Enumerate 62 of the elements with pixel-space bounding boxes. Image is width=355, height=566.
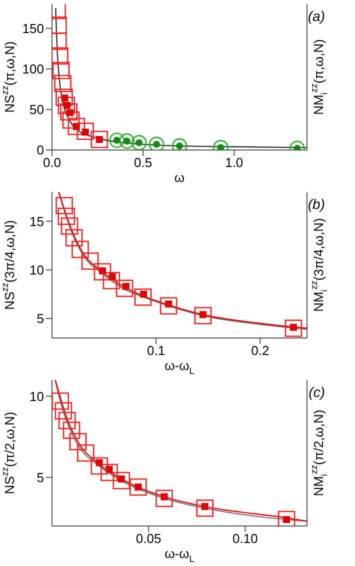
x-axis-title: ω-ω$_{L}$: [164, 546, 194, 564]
point: [90, 457, 108, 475]
point: [69, 432, 87, 450]
x-tick-label: 0.2: [251, 343, 270, 358]
point: [284, 320, 302, 337]
point: [112, 472, 130, 490]
y-tick-label: 50: [30, 102, 44, 118]
point: [58, 412, 76, 430]
point: [81, 252, 99, 270]
x-tick-label: 1.0: [225, 155, 244, 170]
y-tick-label: 0: [36, 142, 44, 158]
point: [156, 490, 173, 508]
point: [130, 478, 147, 496]
point: [62, 111, 80, 129]
point: [52, 47, 68, 65]
x-tick-label: 0.10: [232, 531, 258, 546]
point: [54, 74, 72, 92]
x-axis-title: ω: [174, 170, 185, 186]
point: [58, 96, 76, 114]
text: (a): [308, 8, 325, 24]
y-tick-label: 5: [36, 470, 44, 485]
y-tick-label: 150: [22, 20, 44, 36]
point: [131, 135, 147, 150]
point: [52, 62, 70, 80]
x-axis-title: ω-ω$_{L}$: [164, 358, 194, 376]
point: [194, 306, 212, 324]
point: [60, 217, 78, 235]
point: [68, 118, 86, 136]
x-tick-label: 0.05: [136, 531, 162, 546]
point: [76, 122, 94, 140]
y-tick-label: 10: [30, 262, 44, 278]
point: [116, 280, 134, 298]
y-tick-label: 10: [30, 388, 44, 404]
y-tick-label: 15: [30, 214, 44, 229]
point: [102, 272, 120, 290]
point: [52, 392, 69, 410]
point: [100, 464, 118, 482]
text: (b): [308, 196, 325, 212]
point: [76, 444, 94, 462]
point: [134, 288, 152, 306]
point: [160, 297, 178, 315]
point: [60, 103, 78, 121]
y-tick-label: 100: [22, 62, 44, 77]
x-tick-label: 0.1: [147, 343, 166, 358]
point: [54, 402, 72, 420]
y-tick-label: 5: [36, 311, 44, 326]
point: [65, 229, 83, 246]
point: [90, 130, 108, 148]
point: [72, 240, 89, 258]
point: [94, 263, 112, 280]
x-tick-label: 0.0: [42, 155, 62, 170]
point: [58, 208, 76, 225]
point: [278, 510, 296, 526]
point: [119, 133, 135, 149]
point: [56, 88, 73, 106]
text: (c): [308, 384, 325, 400]
x-tick-label: 0.5: [134, 155, 152, 170]
point: [148, 136, 164, 150]
point: [62, 422, 80, 439]
point: [196, 500, 214, 517]
point: [56, 196, 73, 214]
point: [109, 132, 124, 148]
